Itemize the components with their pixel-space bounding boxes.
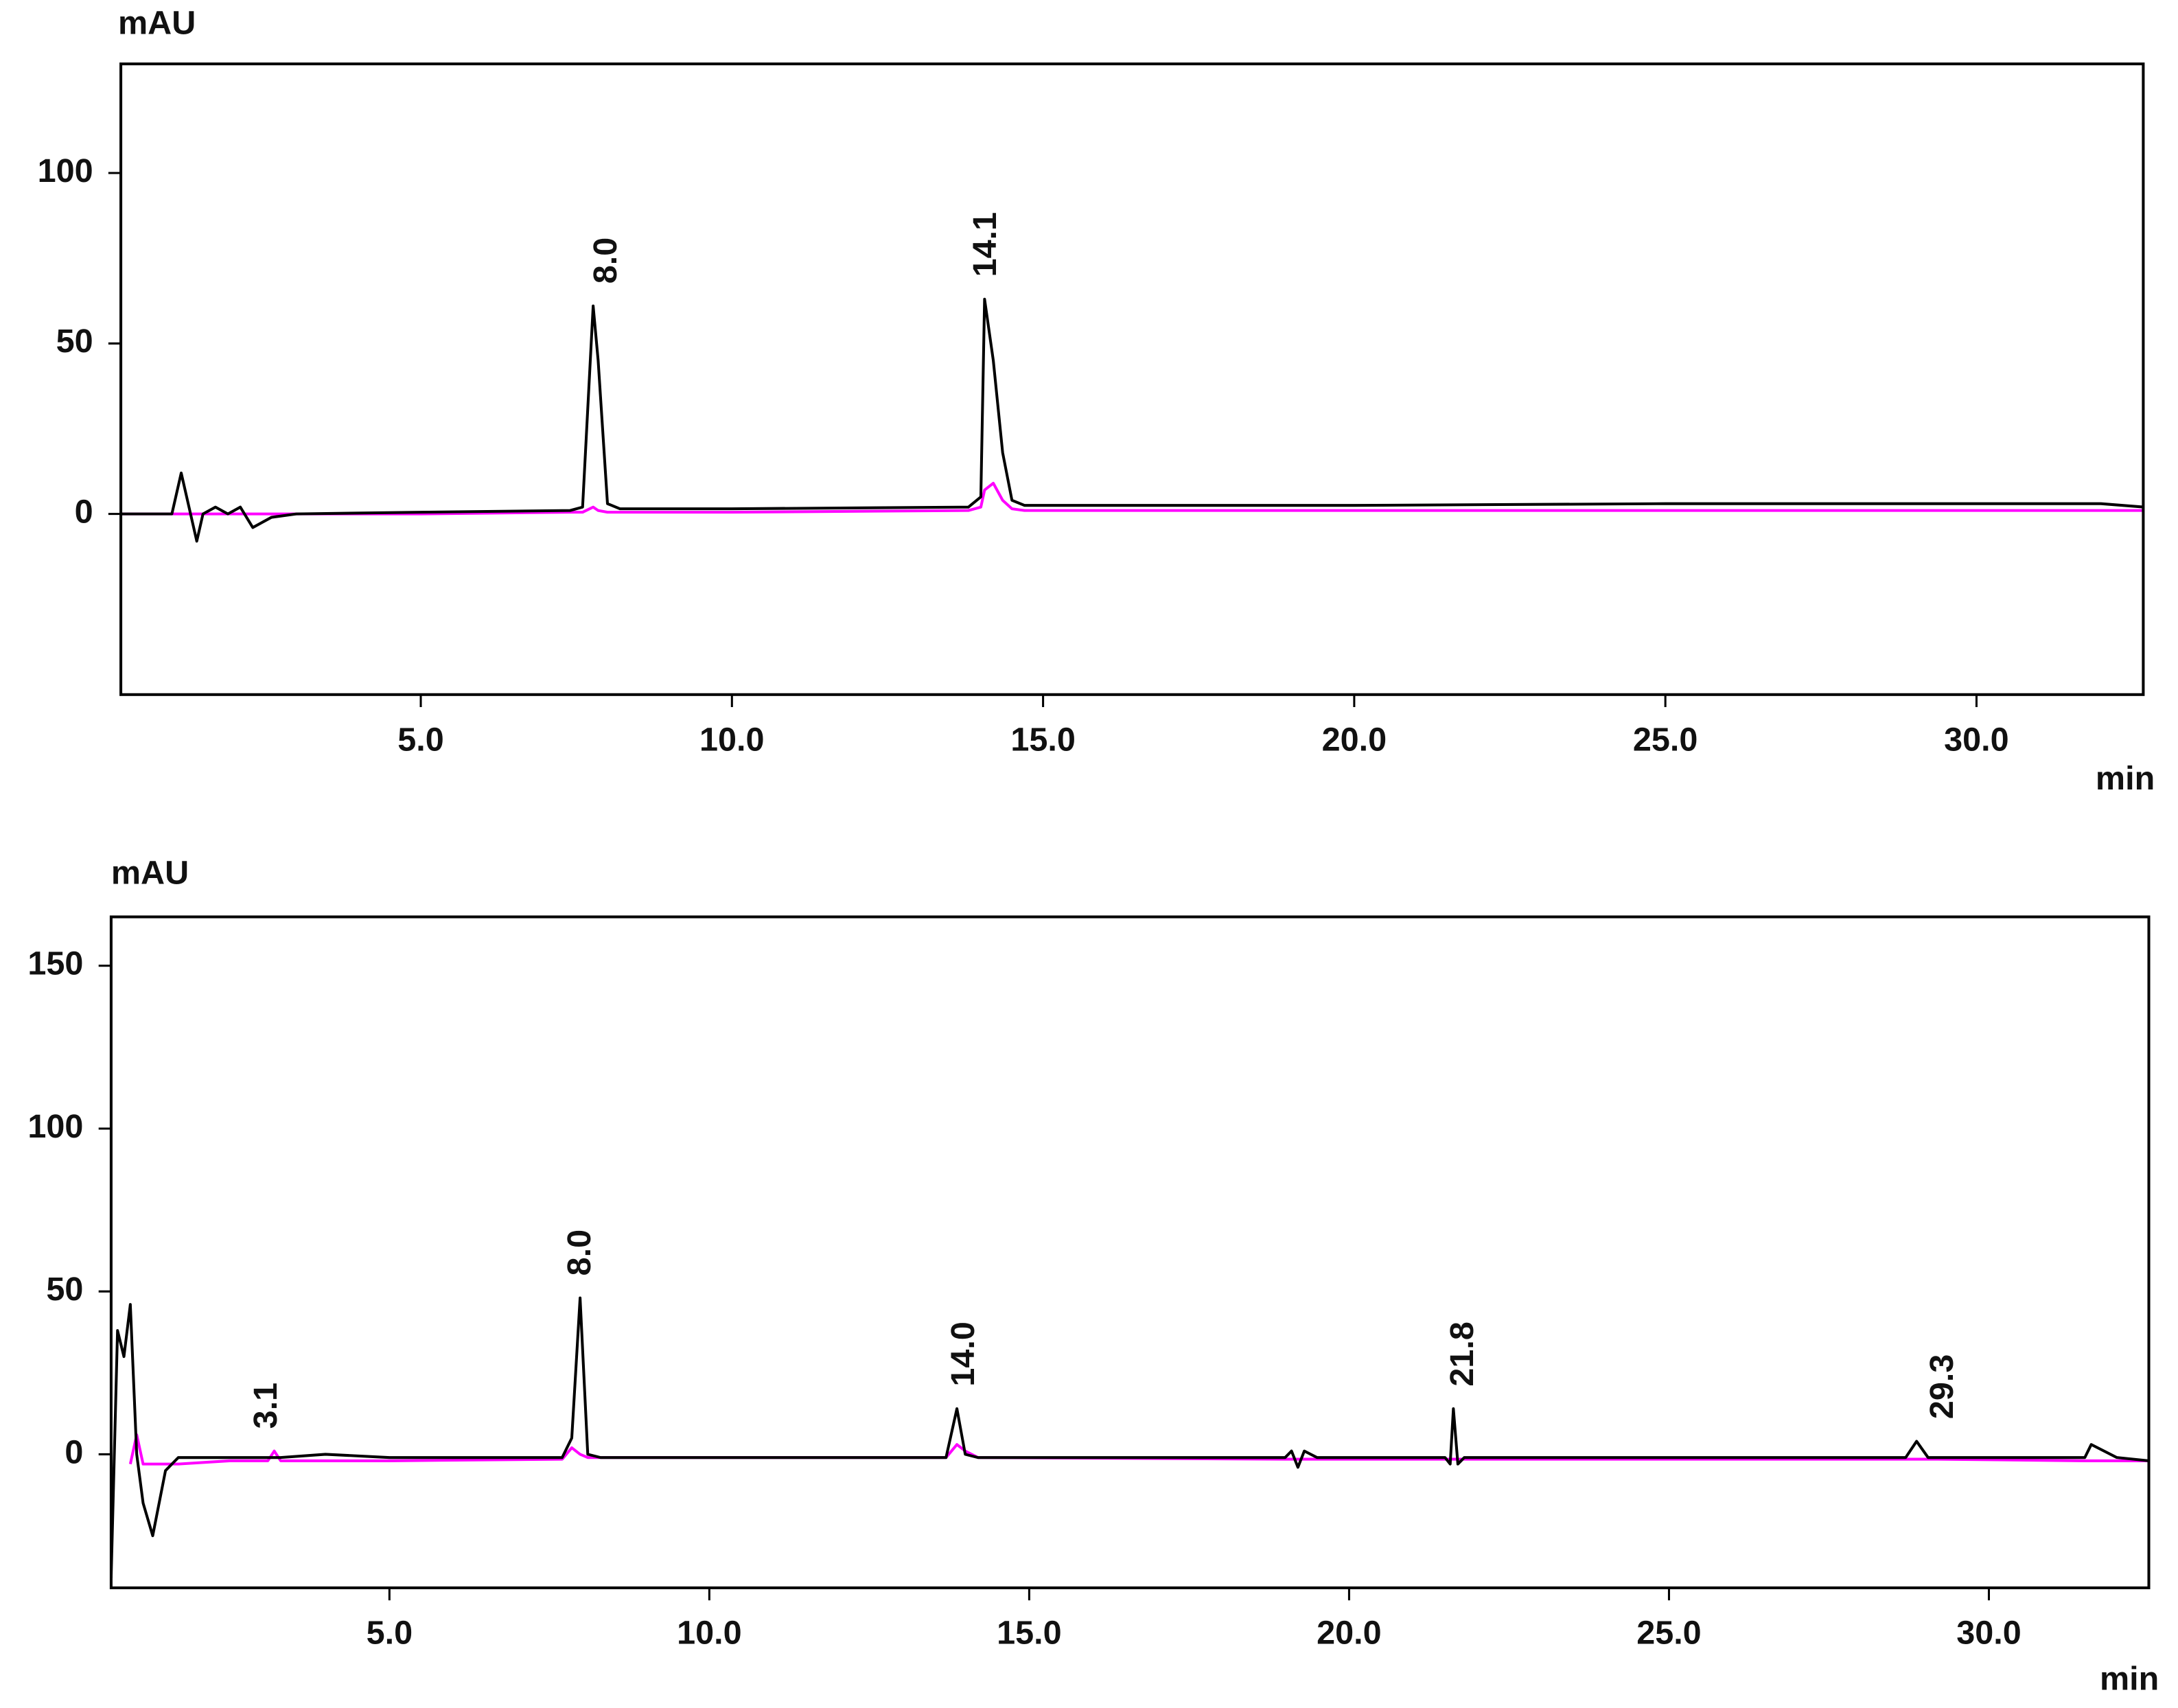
x-tick-label: 5.0 — [397, 721, 444, 758]
x-tick-label: 5.0 — [367, 1615, 413, 1652]
trace — [121, 297, 2144, 543]
x-tick-label: 15.0 — [997, 1615, 1062, 1652]
trace — [111, 1296, 2149, 1578]
x-tick-label: 10.0 — [699, 721, 765, 758]
y-tick-label: 0 — [75, 493, 93, 530]
y-axis-label: mAU — [111, 855, 189, 892]
plot-frame — [109, 915, 2151, 1589]
y-tick-label: 50 — [46, 1271, 83, 1308]
trace — [128, 1433, 2149, 1466]
plot-frame — [119, 62, 2145, 696]
x-tick-label: 15.0 — [1010, 721, 1076, 758]
y-tick-label: 100 — [27, 1108, 83, 1145]
peak-label: 8.0 — [587, 238, 624, 284]
y-axis-label: mAU — [118, 4, 196, 41]
x-axis-label: min — [2096, 760, 2155, 797]
y-tick-label: 0 — [65, 1433, 83, 1470]
x-tick-label: 25.0 — [1636, 1615, 1701, 1652]
y-tick-label: 150 — [27, 945, 83, 982]
peak-label: 29.3 — [1923, 1354, 1960, 1419]
y-tick-label: 100 — [38, 152, 93, 189]
x-axis-label: min — [2100, 1660, 2159, 1697]
y-tick-label: 50 — [56, 323, 93, 360]
x-tick-label: 30.0 — [1944, 721, 2008, 758]
peak-label: 21.8 — [1444, 1322, 1481, 1386]
x-tick-label: 25.0 — [1633, 721, 1698, 758]
peak-label: 8.0 — [561, 1230, 598, 1276]
trace — [121, 481, 2144, 516]
peak-label: 3.1 — [247, 1383, 284, 1429]
x-tick-label: 10.0 — [677, 1615, 742, 1652]
x-tick-label: 30.0 — [1956, 1615, 2021, 1652]
peak-label: 14.1 — [966, 212, 1004, 277]
x-tick-label: 20.0 — [1317, 1615, 1382, 1652]
peak-label: 14.0 — [945, 1322, 982, 1387]
x-tick-label: 20.0 — [1322, 721, 1387, 758]
